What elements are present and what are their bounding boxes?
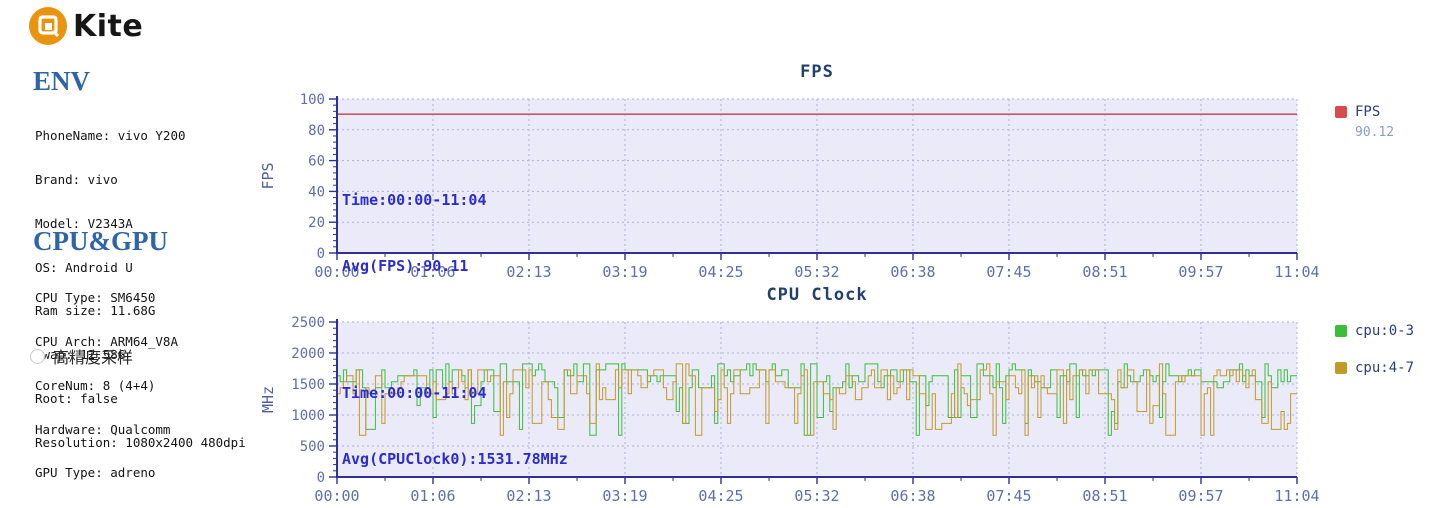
fps-annotation: Time:00:00-11:04 Avg(FPS):90.11: [342, 145, 487, 321]
svg-text:MHz: MHz: [259, 386, 277, 413]
fps-annotation-time: Time:00:00-11:04: [342, 191, 487, 209]
legend-swatch-icon: [1335, 325, 1347, 337]
svg-text:00:00: 00:00: [314, 487, 359, 505]
env-root: Root: false: [35, 390, 118, 406]
svg-text:06:38: 06:38: [890, 487, 935, 505]
fps-chart-title: FPS: [800, 62, 834, 82]
kite-logo-icon: [28, 6, 68, 46]
fps-annotation-avg: Avg(FPS):90.11: [342, 257, 469, 275]
fps-legend: FPS 90.12: [1335, 104, 1394, 140]
cpu-annotation-avg0: Avg(CPUClock0):1531.78MHz: [342, 450, 568, 468]
svg-text:01:06: 01:06: [410, 263, 455, 281]
svg-text:07:45: 07:45: [986, 487, 1031, 505]
svg-text:02:13: 02:13: [506, 487, 551, 505]
svg-text:40: 40: [308, 184, 325, 200]
svg-text:05:32: 05:32: [794, 263, 839, 281]
svg-text:500: 500: [300, 439, 325, 455]
fps-chart-plot: 0 20 40 60 80 100 00:00 01:06 02:13 03:19 04:25 05:…: [259, 92, 1320, 281]
env-os: OS: Android U: [35, 259, 133, 275]
env-phone-name: PhoneName: vivo Y200: [35, 128, 186, 144]
cpu-annotation-time: Time:00:00-11:04: [342, 384, 487, 402]
svg-text:04:25: 04:25: [698, 487, 743, 505]
legend-label: FPS: [1355, 104, 1381, 120]
cpu-clock-annotation: Time:00:00-11:04 Avg(CPUClock0):1531.78M…: [342, 338, 568, 508]
svg-text:1500: 1500: [291, 377, 325, 393]
svg-text:100: 100: [300, 92, 325, 108]
svg-text:80: 80: [308, 123, 325, 139]
svg-text:1000: 1000: [291, 408, 325, 424]
svg-text:03:19: 03:19: [602, 487, 647, 505]
cpu-clock-chart: 0 500 1000 1500 2000 2500 00:00 01:06 02:13 03:19…: [0, 283, 1440, 508]
legend-swatch-icon: [1335, 106, 1347, 118]
env-ram: Ram size: 11.68G: [35, 303, 156, 319]
svg-text:06:38: 06:38: [890, 263, 935, 281]
gpu-type: GPU Type: adreno: [35, 465, 156, 481]
svg-text:04:25: 04:25: [698, 263, 743, 281]
env-brand: Brand: vivo: [35, 171, 118, 187]
svg-text:08:51: 08:51: [1082, 487, 1127, 505]
svg-text:05:32: 05:32: [794, 487, 839, 505]
svg-text:60: 60: [308, 154, 325, 170]
fps-chart: 0 20 40 60 80 100 00:00 01:06 02:13 03:19 04:25 05:…: [0, 60, 1440, 283]
svg-text:03:19: 03:19: [602, 263, 647, 281]
svg-text:0: 0: [317, 246, 325, 262]
svg-text:0: 0: [317, 470, 325, 486]
cpu-arch: CPU Arch: ARM64_V8A: [35, 333, 178, 349]
env-resolution: Resolution: 1080x2400 480dpi: [35, 434, 246, 450]
cpugpu-section-heading: CPU&GPU: [33, 226, 168, 256]
env-model: Model: V2343A: [35, 215, 133, 231]
high-precision-sampling-label: 高精度采样: [53, 348, 134, 367]
legend-swatch-icon: [1335, 362, 1347, 374]
svg-text:02:13: 02:13: [506, 263, 551, 281]
cpu-clock-chart-title: CPU Clock: [766, 285, 868, 305]
radio-button-icon[interactable]: [30, 348, 45, 364]
env-info-list: PhoneName: vivo Y200 Brand: vivo Model: …: [35, 100, 246, 479]
env-section-heading: ENV: [33, 66, 91, 96]
svg-text:09:57: 09:57: [1178, 263, 1223, 281]
svg-text:2500: 2500: [291, 315, 325, 331]
svg-text:09:57: 09:57: [1178, 487, 1223, 505]
svg-text:FPS: FPS: [259, 162, 277, 189]
core-num: CoreNum: 8 (4+4): [35, 377, 156, 393]
legend-value: 90.12: [1355, 125, 1395, 140]
svg-text:20: 20: [308, 215, 325, 231]
legend-item-fps[interactable]: FPS: [1335, 104, 1394, 120]
svg-text:08:51: 08:51: [1082, 263, 1127, 281]
cpu-clock-chart-plot: 0 500 1000 1500 2000 2500 00:00 01:06 02:13 03:19…: [259, 315, 1320, 505]
app-title: Kite: [73, 8, 144, 44]
legend-item-cpu-4-7[interactable]: cpu:4-7: [1335, 360, 1414, 376]
cpu-type: CPU Type: SM6450: [35, 290, 156, 306]
high-precision-sampling-option[interactable]: 高精度采样: [30, 344, 133, 368]
legend-label: cpu:0-3: [1355, 323, 1415, 339]
svg-text:11:04: 11:04: [1274, 487, 1319, 505]
svg-text:01:06: 01:06: [410, 487, 455, 505]
legend-item-cpu-0-3[interactable]: cpu:0-3: [1335, 323, 1414, 339]
svg-text:00:00: 00:00: [314, 263, 359, 281]
hardware: Hardware: Qualcomm: [35, 421, 171, 437]
svg-text:2000: 2000: [291, 346, 325, 362]
cpugpu-info-list: CPU Type: SM6450 CPU Arch: ARM64_V8A Cor…: [35, 262, 178, 508]
cpu-clock-legend: cpu:0-3 cpu:4-7: [1335, 323, 1414, 397]
svg-text:11:04: 11:04: [1274, 263, 1319, 281]
kite-logo: Kite: [28, 6, 143, 46]
legend-label: cpu:4-7: [1355, 360, 1415, 376]
svg-text:07:45: 07:45: [986, 263, 1031, 281]
